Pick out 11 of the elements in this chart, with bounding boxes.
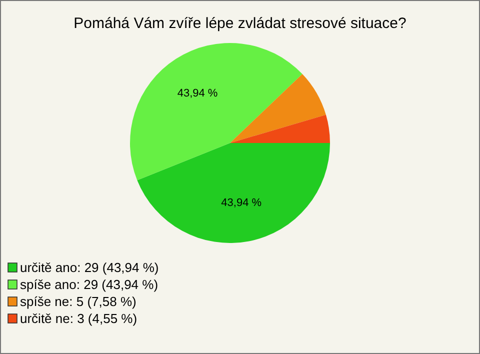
data-label: 43,94 % xyxy=(177,88,218,100)
pie-slice xyxy=(230,114,330,143)
pie-slice xyxy=(130,43,302,180)
chart-title: Pomáhá Vám zvíře lépe zvládat stresové situace? xyxy=(74,15,406,32)
data-label: 43,94 % xyxy=(221,196,262,209)
pie-slice xyxy=(230,74,326,143)
legend-label: určitě ne: 3 (4,55 %) xyxy=(20,311,138,326)
legend-label: spíše ano: 29 (43,94 %) xyxy=(20,277,158,292)
legend-label: určitě ano: 29 (43,94 %) xyxy=(20,260,159,275)
legend-label: spíše ne: 5 (7,58 %) xyxy=(20,294,136,309)
pie-slice xyxy=(137,143,330,243)
